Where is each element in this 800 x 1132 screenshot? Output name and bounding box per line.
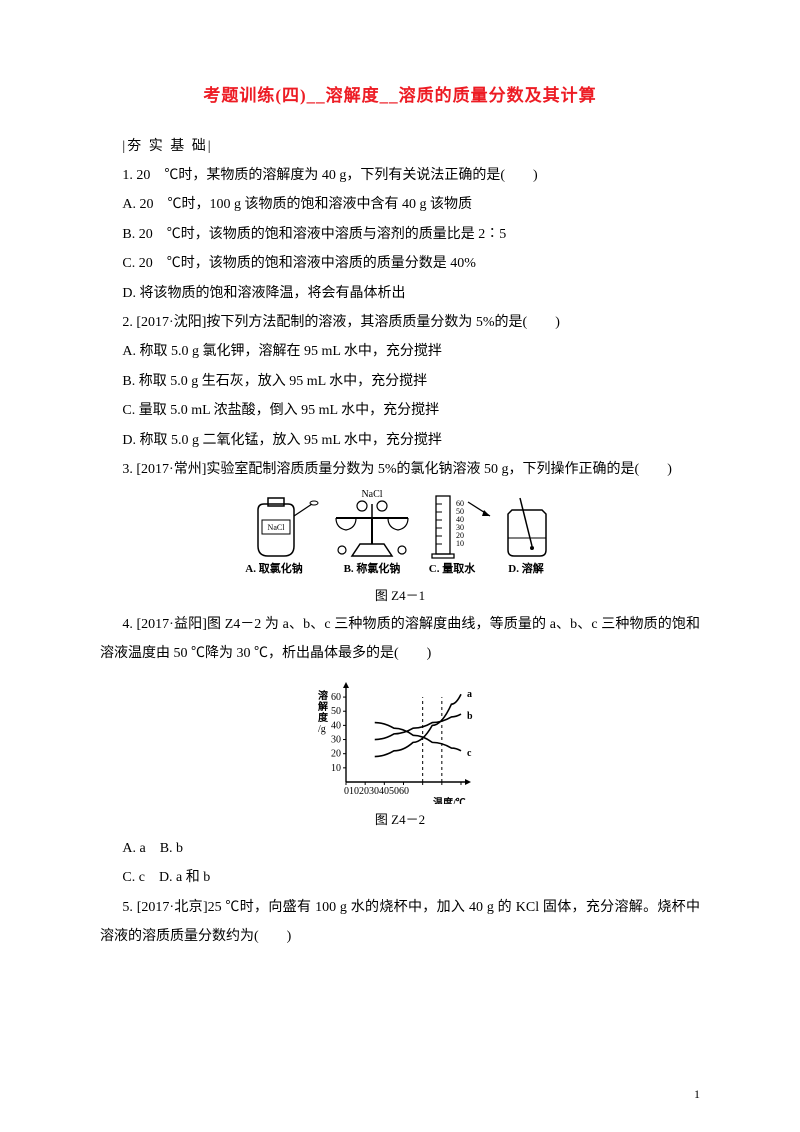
- svg-text:10: 10: [331, 763, 341, 774]
- figure-z4-2: 10 20 30 40 50 60 0102030405060 溶解度/g 温度/℃ ab c: [100, 674, 700, 804]
- q1-stem: 1. 20 ℃时，某物质的溶解度为 40 g，下列有关说法正确的是( ): [100, 161, 700, 190]
- svg-text:/g: /g: [318, 725, 326, 736]
- q4-stem: 4. [2017·益阳]图 Z4－2 为 a、b、c 三种物质的溶解度曲线，等质…: [100, 610, 700, 669]
- svg-text:温度/℃: 温度/℃: [433, 796, 466, 804]
- fig1-label-a: A. 取氯化钠: [245, 561, 302, 575]
- svg-text:10: 10: [456, 539, 464, 548]
- svg-text:50: 50: [331, 707, 341, 718]
- svg-text:30: 30: [331, 735, 341, 746]
- q3-stem: 3. [2017·常州]实验室配制溶质质量分数为 5%的氯化钠溶液 50 g，下…: [100, 455, 700, 484]
- fig1-label-d: D. 溶解: [508, 561, 543, 575]
- q1-opt-d: D. 将该物质的饱和溶液降温，将会有晶体析出: [100, 279, 700, 308]
- q2-opt-c: C. 量取 5.0 mL 浓盐酸，倒入 95 mL 水中，充分搅拌: [100, 396, 700, 425]
- svg-text:60: 60: [331, 693, 341, 704]
- svg-text:20: 20: [331, 749, 341, 760]
- nacl-label: NaCl: [361, 490, 382, 500]
- q1-opt-a: A. 20 ℃时，100 g 该物质的饱和溶液中含有 40 g 该物质: [100, 190, 700, 219]
- figure-z4-1: NaCl NaCl: [100, 490, 700, 580]
- q5-stem: 5. [2017·北京]25 ℃时，向盛有 100 g 水的烧杯中，加入 40 …: [100, 893, 700, 952]
- section-label: |夯 实 基 础|: [100, 132, 700, 161]
- q4-opts-row2: C. c D. a 和 b: [100, 863, 700, 892]
- q1-opt-c: C. 20 ℃时，该物质的饱和溶液中溶质的质量分数是 40%: [100, 249, 700, 278]
- svg-text:度: 度: [318, 712, 329, 725]
- svg-text:0102030405060: 0102030405060: [344, 786, 409, 797]
- svg-text:b: b: [467, 712, 473, 723]
- svg-text:解: 解: [318, 701, 328, 714]
- svg-text:40: 40: [331, 721, 341, 732]
- fig1-caption: 图 Z4－1: [100, 582, 700, 609]
- svg-text:c: c: [467, 748, 472, 759]
- svg-text:溶: 溶: [318, 690, 328, 703]
- q2-opt-a: A. 称取 5.0 g 氯化钾，溶解在 95 mL 水中，充分搅拌: [100, 337, 700, 366]
- q2-stem: 2. [2017·沈阳]按下列方法配制的溶液，其溶质质量分数为 5%的是( ): [100, 308, 700, 337]
- fig2-caption: 图 Z4－2: [100, 806, 700, 833]
- q2-opt-d: D. 称取 5.0 g 二氧化锰，放入 95 mL 水中，充分搅拌: [100, 426, 700, 455]
- svg-text:NaCl: NaCl: [268, 523, 286, 532]
- page-number: 1: [694, 1087, 700, 1102]
- page-title: 考题训练(四)__溶解度__溶质的质量分数及其计算: [100, 78, 700, 114]
- fig1-label-b: B. 称氯化钠: [344, 561, 401, 575]
- q1-opt-b: B. 20 ℃时，该物质的饱和溶液中溶质与溶剂的质量比是 2∶5: [100, 220, 700, 249]
- q2-opt-b: B. 称取 5.0 g 生石灰，放入 95 mL 水中，充分搅拌: [100, 367, 700, 396]
- q4-opts-row1: A. a B. b: [100, 834, 700, 863]
- fig1-label-c: C. 量取水: [429, 561, 476, 575]
- svg-text:a: a: [467, 690, 472, 701]
